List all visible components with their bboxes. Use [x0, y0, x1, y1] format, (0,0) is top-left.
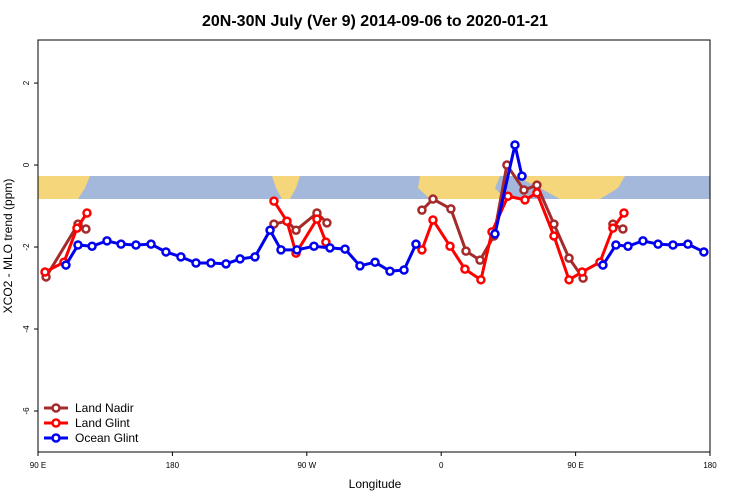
data-point: [623, 241, 633, 251]
x-tick-label: 90 E: [30, 461, 46, 470]
data-point: [82, 208, 92, 218]
data-point: [411, 239, 421, 249]
data-point: [269, 196, 279, 206]
y-tick-label: 0: [22, 162, 31, 167]
data-point: [206, 258, 216, 268]
x-tick-label: 180: [166, 461, 180, 470]
legend-marker: [51, 403, 61, 413]
legend-label: Land Nadir: [75, 401, 134, 415]
data-point: [116, 239, 126, 249]
data-point: [325, 243, 335, 253]
data-point: [638, 236, 648, 246]
data-point: [598, 260, 608, 270]
legend-marker: [51, 433, 61, 443]
data-point: [73, 240, 83, 250]
data-point: [699, 247, 709, 257]
data-point: [87, 241, 97, 251]
data-point: [428, 215, 438, 225]
data-point: [683, 239, 693, 249]
data-point: [265, 225, 275, 235]
data-point: [40, 267, 50, 277]
data-point: [276, 245, 286, 255]
data-point: [146, 239, 156, 249]
chart-title: 20N-30N July (Ver 9) 2014-09-06 to 2020-…: [202, 13, 548, 30]
data-point: [519, 185, 529, 195]
data-point: [460, 264, 470, 274]
data-point: [549, 231, 559, 241]
data-point: [61, 260, 71, 270]
data-point: [282, 216, 292, 226]
data-point: [72, 223, 82, 233]
data-point: [131, 240, 141, 250]
legend-label: Land Glint: [75, 416, 130, 430]
data-point: [653, 239, 663, 249]
map-strip: [38, 176, 710, 199]
x-tick-label: 90 W: [297, 461, 316, 470]
data-point: [619, 208, 629, 218]
data-point: [161, 247, 171, 257]
data-point: [510, 140, 520, 150]
data-point: [355, 261, 365, 271]
data-point: [608, 223, 618, 233]
data-point: [385, 266, 395, 276]
data-point: [490, 229, 500, 239]
data-point: [250, 252, 260, 262]
y-tick-label: -6: [22, 407, 31, 415]
legend-label: Ocean Glint: [75, 431, 139, 445]
data-point: [191, 258, 201, 268]
data-point: [340, 244, 350, 254]
data-point: [476, 275, 486, 285]
y-tick-label: 2: [22, 80, 31, 85]
x-tick-label: 90 E: [567, 461, 583, 470]
data-point: [532, 180, 542, 190]
data-point: [577, 267, 587, 277]
data-point: [564, 275, 574, 285]
land-patch: [515, 176, 625, 199]
data-point: [312, 214, 322, 224]
data-point: [176, 252, 186, 262]
x-tick-label: 180: [703, 461, 717, 470]
data-point: [428, 194, 438, 204]
data-point: [221, 259, 231, 269]
legend-marker: [51, 418, 61, 428]
data-point: [417, 245, 427, 255]
plot-frame: [37, 39, 711, 453]
land-patch: [38, 176, 90, 199]
data-point: [446, 204, 456, 214]
data-point: [445, 241, 455, 251]
data-point: [532, 188, 542, 198]
y-tick-label: -2: [22, 243, 31, 251]
data-point: [475, 255, 485, 265]
data-point: [517, 171, 527, 181]
land-patch: [272, 176, 300, 199]
x-tick-label: 0: [439, 461, 444, 470]
data-point: [322, 218, 332, 228]
data-point: [81, 224, 91, 234]
data-point: [520, 195, 530, 205]
data-point: [291, 225, 301, 235]
data-point: [399, 265, 409, 275]
data-point: [235, 254, 245, 264]
data-point: [309, 241, 319, 251]
data-point: [618, 224, 628, 234]
data-point: [611, 240, 621, 250]
y-axis-label: XCO2 - MLO trend (ppm): [1, 179, 15, 314]
y-tick-label: -4: [22, 325, 31, 333]
data-point: [417, 205, 427, 215]
data-point: [292, 245, 302, 255]
plot: [40, 140, 709, 285]
x-axis-label: Longitude: [349, 477, 402, 491]
land-patch: [418, 176, 505, 199]
data-point: [370, 257, 380, 267]
data-point: [102, 236, 112, 246]
data-point: [564, 253, 574, 263]
data-point: [461, 246, 471, 256]
data-point: [668, 240, 678, 250]
